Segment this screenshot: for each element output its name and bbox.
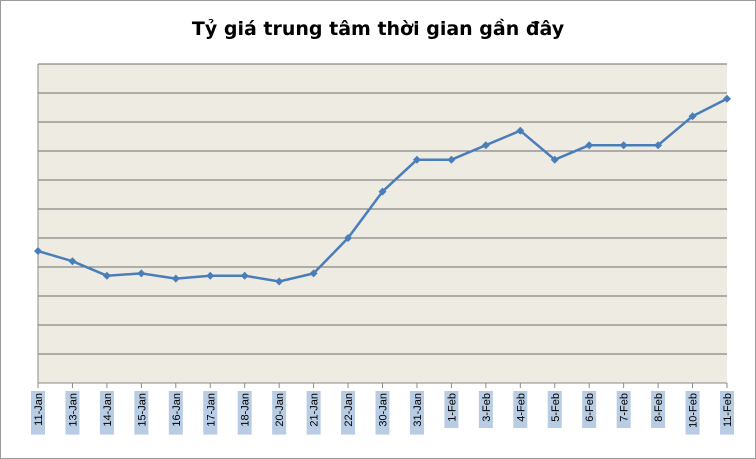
x-tick-label: 31-Jan [412,393,424,427]
x-tick-label-group: 8-Feb [651,391,666,428]
x-tick-label-group: 6-Feb [582,391,597,428]
x-tick-label: 20-Jan [274,393,286,427]
x-tick-label-group: 31-Jan [409,391,424,435]
x-tick-label-group: 13-Jan [65,391,80,435]
data-point [619,141,628,150]
x-tick-label-group: 4-Feb [513,391,528,428]
data-point [102,271,111,280]
x-tick-label-highlight [616,391,631,428]
plot-area [38,64,727,383]
x-tick-label-group: 17-Jan [203,391,218,435]
x-tick-label: 15-Jan [136,393,148,427]
data-point [585,141,594,150]
x-tick-label-highlight [272,391,287,435]
x-tick-label-group: 5-Feb [547,391,562,428]
x-tick-label-highlight [651,391,666,428]
x-tick-label-highlight [99,391,114,435]
data-point [378,187,387,196]
x-tick-label: 18-Jan [240,393,252,427]
data-point [688,112,697,121]
x-tick-label-highlight [375,391,390,435]
data-point [723,94,731,103]
x-tick-label-group: 1-Feb [444,391,459,428]
x-tick-label: 11-Jan [33,393,45,426]
x-tick-label-highlight [582,391,597,428]
data-point [171,274,180,283]
x-tick-label: 6-Feb [584,393,596,422]
data-point [344,234,353,242]
x-tick-label-highlight [237,391,252,435]
x-tick-label: 8-Feb [653,393,665,422]
data-point [481,141,490,150]
x-tick-label-highlight [306,391,321,435]
x-tick-label-group: 18-Jan [237,391,252,435]
data-point [206,271,215,280]
x-tick-label-highlight [31,391,45,435]
x-tick-label-group: 21-Jan [306,391,321,435]
x-tick-label-highlight [409,391,424,435]
data-point [275,277,284,286]
x-tick-label-group: 30-Jan [375,391,390,435]
x-tick-label-group: 20-Jan [272,391,287,435]
x-tick-label: 10-Feb [688,393,700,428]
x-tick-label-group: 11-Feb [720,391,734,435]
data-point [68,257,77,266]
x-tick-label-highlight [65,391,80,435]
x-tick-label: 13-Jan [67,393,79,427]
x-tick-label-group: 3-Feb [478,391,493,428]
x-tick-label: 30-Jan [378,393,390,427]
x-tick-label-group: 11-Jan [31,391,45,435]
x-tick-label-highlight [478,391,493,428]
chart-title: Tỷ giá trung tâm thời gian gần đây [191,18,565,40]
x-tick-label-group: 15-Jan [134,391,149,435]
x-tick-label: 4-Feb [515,393,527,422]
x-tick-label: 16-Jan [171,393,183,427]
data-point [309,269,318,278]
data-point [137,269,146,278]
data-point [516,126,525,135]
x-tick-label: 17-Jan [205,393,217,427]
x-tick-label: 3-Feb [481,393,493,422]
x-tick-label: 22-Jan [343,393,355,427]
x-tick-label: 7-Feb [619,393,631,422]
x-tick-label-highlight [513,391,528,428]
x-tick-label-highlight [685,391,700,435]
data-point [550,155,559,164]
x-tick-label: 5-Feb [550,393,562,422]
x-tick-label: 14-Jan [102,393,114,427]
x-tick-label-group: 7-Feb [616,391,631,428]
data-point [34,247,42,256]
x-tick-label-highlight [547,391,562,428]
x-tick-label-highlight [444,391,459,428]
x-tick-label-highlight [341,391,356,435]
x-tick-label-highlight [134,391,149,435]
x-tick-label-group: 22-Jan [341,391,356,435]
data-point [240,271,249,280]
x-tick-label-group: 10-Feb [685,391,700,435]
data-point [447,155,456,164]
x-tick-label-group: 14-Jan [99,391,114,435]
data-point [412,155,421,164]
x-tick-label: 1-Feb [446,393,458,422]
x-tick-label: 21-Jan [309,393,321,427]
x-tick-label: 11-Feb [722,393,734,427]
data-point [654,141,663,150]
x-tick-label-group: 16-Jan [168,391,183,435]
x-tick-label-highlight [168,391,183,435]
x-tick-label-highlight [720,391,734,435]
x-tick-label-highlight [203,391,218,435]
